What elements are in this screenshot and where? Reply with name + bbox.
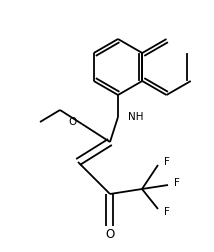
Text: NH: NH xyxy=(128,112,144,122)
Text: F: F xyxy=(164,207,170,217)
Text: O: O xyxy=(105,228,115,240)
Text: O: O xyxy=(69,117,77,127)
Text: F: F xyxy=(174,178,180,188)
Text: F: F xyxy=(164,157,170,167)
